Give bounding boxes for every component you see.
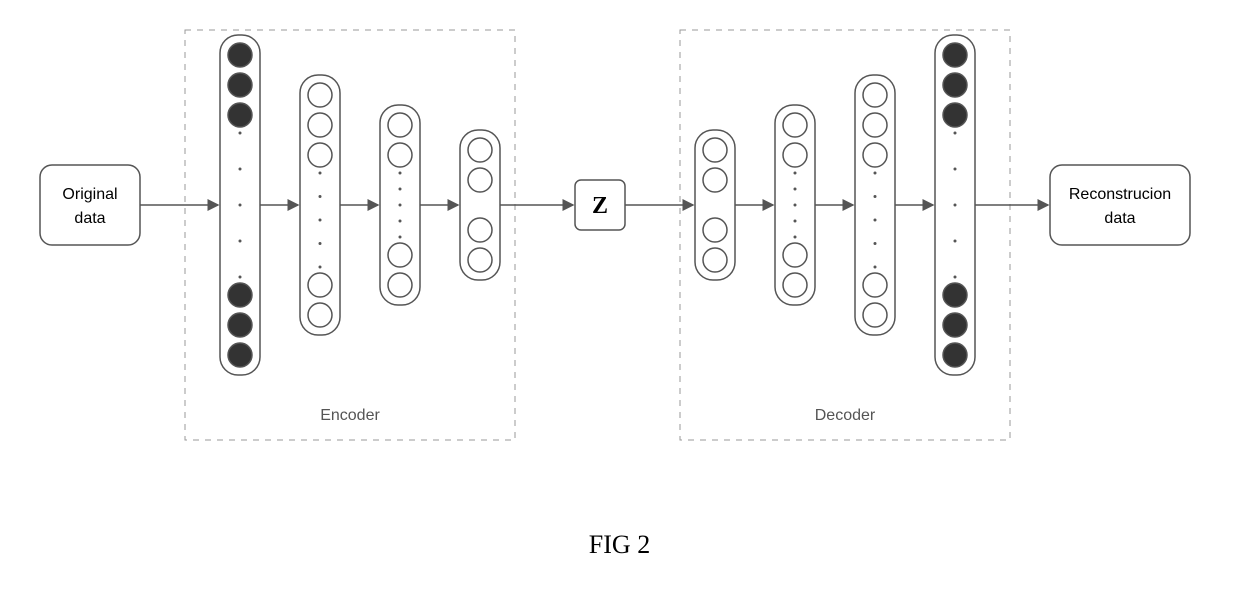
neuron — [943, 43, 967, 67]
input-box — [40, 165, 140, 245]
neuron — [388, 113, 412, 137]
ellipsis-dot — [793, 204, 796, 207]
neuron — [943, 283, 967, 307]
input-label-line1: Original — [62, 186, 117, 203]
neuron — [703, 138, 727, 162]
ellipsis-dot — [398, 236, 401, 239]
neuron — [228, 283, 252, 307]
ellipsis-dot — [793, 172, 796, 175]
ellipsis-dot — [873, 172, 876, 175]
ellipsis-dot — [953, 132, 956, 135]
neuron — [703, 168, 727, 192]
ellipsis-dot — [953, 168, 956, 171]
neuron — [308, 113, 332, 137]
output-label-line2: data — [1104, 210, 1135, 227]
neuron — [783, 243, 807, 267]
neuron — [228, 73, 252, 97]
neuron — [468, 138, 492, 162]
neuron — [863, 83, 887, 107]
neuron — [228, 103, 252, 127]
neuron — [468, 218, 492, 242]
ellipsis-dot — [318, 219, 321, 222]
ellipsis-dot — [318, 195, 321, 198]
neuron — [468, 248, 492, 272]
latent-label: Z — [591, 193, 607, 219]
ellipsis-dot — [398, 172, 401, 175]
neuron — [863, 113, 887, 137]
neuron — [783, 273, 807, 297]
neuron — [943, 313, 967, 337]
ellipsis-dot — [873, 195, 876, 198]
decoder-label: Decoder — [814, 407, 875, 424]
neuron — [228, 43, 252, 67]
input-label-line2: data — [74, 210, 105, 227]
neuron — [308, 273, 332, 297]
neuron — [783, 143, 807, 167]
neuron — [943, 73, 967, 97]
ellipsis-dot — [318, 172, 321, 175]
output-label-line1: Reconstrucion — [1068, 186, 1170, 203]
neuron — [863, 143, 887, 167]
neuron — [388, 243, 412, 267]
ellipsis-dot — [873, 266, 876, 269]
ellipsis-dot — [873, 242, 876, 245]
ellipsis-dot — [953, 240, 956, 243]
figure-caption: FIG 2 — [0, 530, 1239, 560]
ellipsis-dot — [398, 204, 401, 207]
neuron — [703, 248, 727, 272]
ellipsis-dot — [953, 276, 956, 279]
neuron — [703, 218, 727, 242]
ellipsis-dot — [238, 132, 241, 135]
neuron — [228, 313, 252, 337]
ellipsis-dot — [398, 220, 401, 223]
ellipsis-dot — [318, 242, 321, 245]
neuron — [308, 83, 332, 107]
neuron — [943, 343, 967, 367]
neuron — [468, 168, 492, 192]
ellipsis-dot — [238, 240, 241, 243]
output-box — [1050, 165, 1190, 245]
ellipsis-dot — [238, 276, 241, 279]
ellipsis-dot — [238, 204, 241, 207]
ellipsis-dot — [398, 188, 401, 191]
neuron — [308, 143, 332, 167]
neuron — [388, 143, 412, 167]
diagram-wrapper: Encoder Decoder Original data Z Reconstrucion… — [0, 20, 1239, 560]
neuron — [388, 273, 412, 297]
ellipsis-dot — [873, 219, 876, 222]
ellipsis-dot — [318, 266, 321, 269]
neuron — [863, 273, 887, 297]
ellipsis-dot — [953, 204, 956, 207]
autoencoder-diagram: Encoder Decoder Original data Z Reconstrucion… — [30, 20, 1210, 490]
ellipsis-dot — [238, 168, 241, 171]
neuron — [308, 303, 332, 327]
ellipsis-dot — [793, 236, 796, 239]
ellipsis-dot — [793, 188, 796, 191]
ellipsis-dot — [793, 220, 796, 223]
neuron — [228, 343, 252, 367]
neuron — [863, 303, 887, 327]
neuron — [783, 113, 807, 137]
neuron — [943, 103, 967, 127]
encoder-label: Encoder — [320, 407, 380, 424]
